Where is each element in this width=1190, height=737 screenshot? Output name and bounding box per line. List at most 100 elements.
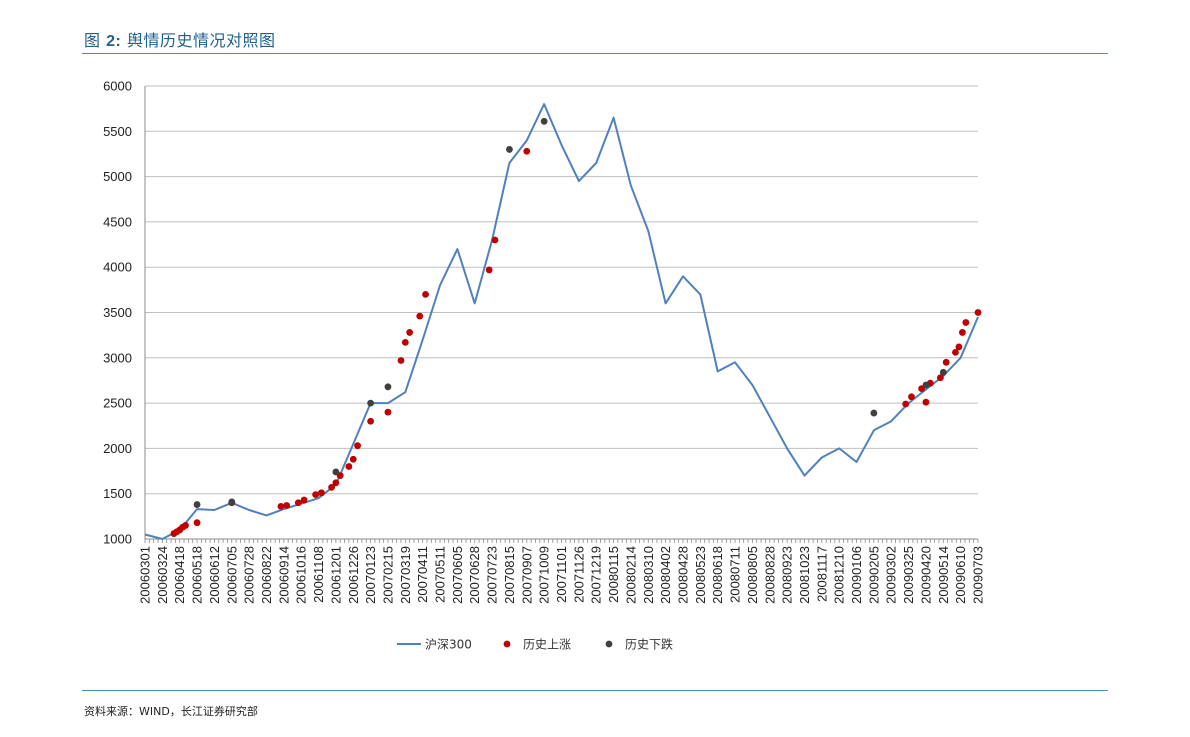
fall-marker [922, 381, 930, 389]
y-tick-label: 1500 [103, 486, 132, 501]
x-tick-label: 20081210 [832, 546, 847, 604]
x-tick-label: 20060705 [224, 546, 239, 604]
rise-marker [294, 499, 302, 507]
rise-marker [958, 329, 966, 336]
top-rule [82, 53, 1108, 54]
rise-marker [277, 502, 285, 510]
x-tick-label: 20090325 [901, 546, 916, 604]
x-tick-label: 20070605 [450, 546, 465, 604]
rise-marker [962, 319, 970, 326]
x-tick-label: 20070723 [485, 546, 500, 604]
rise-marker [902, 400, 910, 408]
rise-marker [397, 357, 405, 364]
rise-marker [936, 374, 944, 382]
x-tick-label: 20070123 [363, 546, 378, 604]
x-tick-label: 20090703 [971, 546, 986, 604]
y-tick-label: 3500 [103, 305, 132, 320]
rise-marker [922, 398, 930, 406]
rise-marker [416, 312, 424, 320]
y-tick-label: 2000 [103, 441, 132, 456]
x-tick-label: 20080923 [780, 546, 795, 604]
x-tick-label: 20070319 [398, 546, 413, 604]
x-tick-label: 20071009 [537, 546, 552, 604]
source-note: 资料来源：WIND，长江证券研究部 [84, 705, 258, 718]
x-tick-label: 20070411 [415, 546, 430, 603]
x-tick-label: 20060324 [155, 546, 170, 604]
rise-marker [332, 479, 340, 487]
rise-marker [485, 266, 493, 274]
rise-marker [193, 519, 201, 527]
x-tick-label: 20060728 [242, 546, 257, 604]
x-tick-label: 20080618 [710, 546, 725, 604]
x-tick-label: 20080402 [658, 546, 673, 604]
fall-marker [540, 117, 548, 125]
legend-label: 历史上涨 [523, 637, 571, 652]
y-tick-label: 4500 [103, 214, 132, 229]
rise-marker [328, 483, 335, 491]
rise-marker [974, 309, 982, 316]
rise-marker [182, 522, 189, 529]
x-tick-label: 20061226 [346, 546, 361, 604]
x-tick-label: 20071219 [589, 546, 604, 604]
rise-marker [401, 338, 409, 346]
x-tick-label: 20090302 [884, 546, 899, 604]
bottom-rule [82, 690, 1108, 691]
y-tick-label: 4000 [103, 260, 132, 275]
rise-marker [367, 417, 375, 425]
x-tick-label: 20060612 [207, 546, 222, 604]
x-tick-label: 20060518 [190, 546, 205, 604]
x-tick-label: 20080428 [675, 546, 690, 604]
fall-marker [228, 498, 236, 506]
legend-label: 历史下跌 [625, 637, 673, 652]
rise-marker [318, 489, 325, 497]
x-tick-label: 20080310 [641, 546, 656, 604]
y-tick-label: 5500 [103, 124, 132, 139]
figure-caption: 舆情历史情况对照图 [126, 31, 276, 50]
fall-marker [367, 399, 375, 407]
x-tick-label: 20080523 [693, 546, 708, 604]
y-tick-label: 1000 [103, 532, 132, 547]
fall-marker [939, 368, 947, 376]
x-tick-label: 20090106 [849, 546, 864, 604]
rise-marker [345, 463, 353, 470]
rise-marker [283, 502, 291, 509]
x-tick-label: 20090610 [953, 546, 968, 604]
rise-marker [523, 147, 531, 155]
x-tick-label: 20070907 [519, 546, 534, 604]
x-tick-label: 20061201 [328, 546, 343, 604]
y-tick-label: 5000 [103, 169, 132, 184]
x-tick-label: 20060822 [259, 546, 274, 604]
figure-number: 2: [106, 33, 122, 50]
x-tick-label: 20071101 [554, 546, 569, 603]
legend-label: 沪深300 [425, 638, 472, 652]
x-tick-label: 20060301 [138, 546, 153, 604]
fall-marker [193, 501, 201, 508]
rise-marker [955, 343, 963, 351]
rise-marker [908, 393, 915, 401]
x-tick-label: 20061108 [311, 546, 326, 603]
x-tick-label: 20080214 [623, 546, 638, 604]
fall-marker [870, 409, 878, 417]
rise-marker [349, 455, 357, 463]
x-tick-label: 20071126 [571, 546, 586, 603]
x-tick-label: 20070511 [433, 546, 448, 603]
rise-marker [406, 329, 414, 336]
fall-marker [384, 383, 392, 391]
x-tick-label: 20081023 [797, 546, 812, 604]
x-tick-label: 20080805 [745, 546, 760, 604]
x-tick-label: 20061016 [294, 546, 309, 604]
x-tick-label: 20090514 [936, 546, 951, 604]
x-tick-label: 20080711 [728, 546, 743, 603]
x-tick-label: 20081117 [814, 546, 829, 602]
x-tick-label: 20060418 [172, 546, 187, 604]
rise-marker [300, 496, 308, 504]
y-tick-label: 3000 [103, 350, 132, 365]
rise-marker [942, 358, 950, 366]
x-tick-label: 20090205 [866, 546, 881, 604]
x-tick-label: 20070628 [467, 546, 482, 604]
x-tick-label: 20080115 [606, 546, 621, 603]
rise-marker [491, 236, 499, 244]
y-tick-label: 2500 [103, 396, 132, 411]
rise-marker [384, 408, 392, 416]
